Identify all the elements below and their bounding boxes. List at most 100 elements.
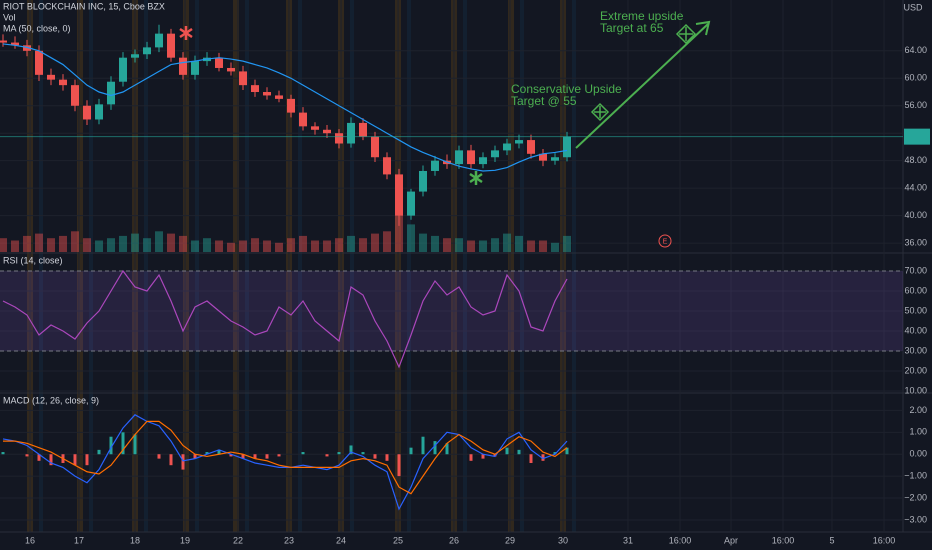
x-tick-label: 17 [74, 535, 84, 545]
histogram-bar [37, 454, 41, 461]
histogram-bar [277, 454, 281, 457]
y-tick-label: 10.00 [904, 385, 927, 395]
volume-bar [167, 233, 175, 252]
macd-line [2, 414, 568, 511]
histogram-bar [373, 454, 377, 459]
y-tick-label: −1.00 [904, 471, 927, 481]
candle-body [383, 157, 391, 175]
legend-entry: MA (50, close, 0) [3, 23, 71, 33]
session-band [183, 0, 189, 532]
y-tick-label: 60.00 [904, 73, 927, 83]
volume-bar [383, 231, 391, 252]
candle-body [0, 40, 7, 43]
legend-entry: Vol [3, 12, 16, 22]
y-tick-label: 40.00 [904, 210, 927, 220]
x-tick-label: 24 [336, 535, 346, 545]
x-tick-label: 25 [393, 535, 403, 545]
volume-bar [11, 240, 19, 252]
histogram-bar [181, 454, 185, 470]
annotation: Target @ 55 [511, 94, 577, 108]
volume-bar [47, 238, 55, 252]
session-band [350, 0, 354, 532]
volume-bar [131, 233, 139, 252]
annotation: Target at 65 [600, 21, 664, 35]
histogram-bar [553, 452, 557, 455]
x-tick-label: 19 [180, 535, 190, 545]
pane-title: MACD (12, 26, close, 9) [3, 395, 99, 405]
x-tick-label: 29 [505, 535, 515, 545]
candle-body [251, 85, 259, 93]
volume-bar [299, 235, 307, 252]
y-tick-label: 30.00 [904, 345, 927, 355]
y-tick-label: 70.00 [904, 265, 927, 275]
histogram-bar [193, 454, 197, 459]
histogram-bar [529, 454, 533, 463]
volume-bar [563, 235, 571, 252]
candle-body [407, 191, 415, 216]
candle-body [347, 122, 355, 144]
volume-bar [71, 231, 79, 252]
volume-bar [287, 238, 295, 252]
histogram-bar [433, 441, 437, 455]
candle-body [191, 61, 199, 75]
candle-body [35, 50, 43, 75]
x-tick-label: 30 [558, 535, 568, 545]
session-band [39, 0, 43, 532]
ma-line [2, 43, 568, 172]
candle-body [491, 150, 499, 158]
candle-body [227, 67, 235, 72]
histogram-bar [229, 454, 233, 457]
candle-body [167, 33, 175, 58]
volume-bar [35, 233, 43, 252]
histogram-bar [421, 436, 425, 455]
histogram-bar [109, 436, 113, 455]
volume-bar [467, 240, 475, 252]
histogram-bar [445, 443, 449, 455]
x-tick-label: 5 [829, 535, 834, 545]
candle-body [47, 74, 55, 80]
y-tick-label: 36.00 [904, 237, 927, 247]
histogram-bar [361, 452, 365, 455]
session-band [233, 0, 239, 532]
y-tick-label: −3.00 [904, 514, 927, 524]
histogram-bar [349, 445, 353, 455]
histogram-bar [73, 454, 77, 466]
x-tick-label: 31 [623, 535, 633, 545]
histogram-bar [517, 449, 521, 455]
histogram-bar [481, 454, 485, 459]
candle-body [71, 85, 79, 106]
y-tick-label: 2.00 [909, 405, 927, 415]
candle-body [95, 104, 103, 120]
volume-bar [155, 231, 163, 252]
y-tick-label: 1.00 [909, 427, 927, 437]
histogram-bar [1, 452, 5, 455]
volume-bar [527, 240, 535, 252]
signal-line [3, 420, 568, 495]
x-tick-label: 16 [25, 535, 35, 545]
candle-body [503, 143, 511, 151]
session-band [144, 0, 148, 532]
candle-body [23, 45, 31, 51]
candle-body [515, 140, 523, 144]
candle-body [275, 95, 283, 99]
candle-body [455, 150, 463, 165]
currency: USD [903, 2, 923, 12]
candle-body [419, 170, 427, 192]
histogram-bar [397, 454, 401, 477]
volume-bar [335, 238, 343, 252]
volume-bar [551, 242, 559, 252]
x-tick-label: 16:00 [669, 535, 692, 545]
y-tick-label: 64.00 [904, 45, 927, 55]
session-band [407, 0, 411, 532]
volume-bar [479, 240, 487, 252]
rsi-band [0, 271, 903, 351]
x-tick-label: 22 [233, 535, 243, 545]
histogram-bar [169, 454, 173, 466]
candle-body [119, 57, 127, 82]
histogram-bar [133, 434, 137, 455]
x-tick-label: 26 [449, 535, 459, 545]
candle-body [539, 153, 547, 161]
volume-bar [323, 240, 331, 252]
y-tick-label: 20.00 [904, 365, 927, 375]
